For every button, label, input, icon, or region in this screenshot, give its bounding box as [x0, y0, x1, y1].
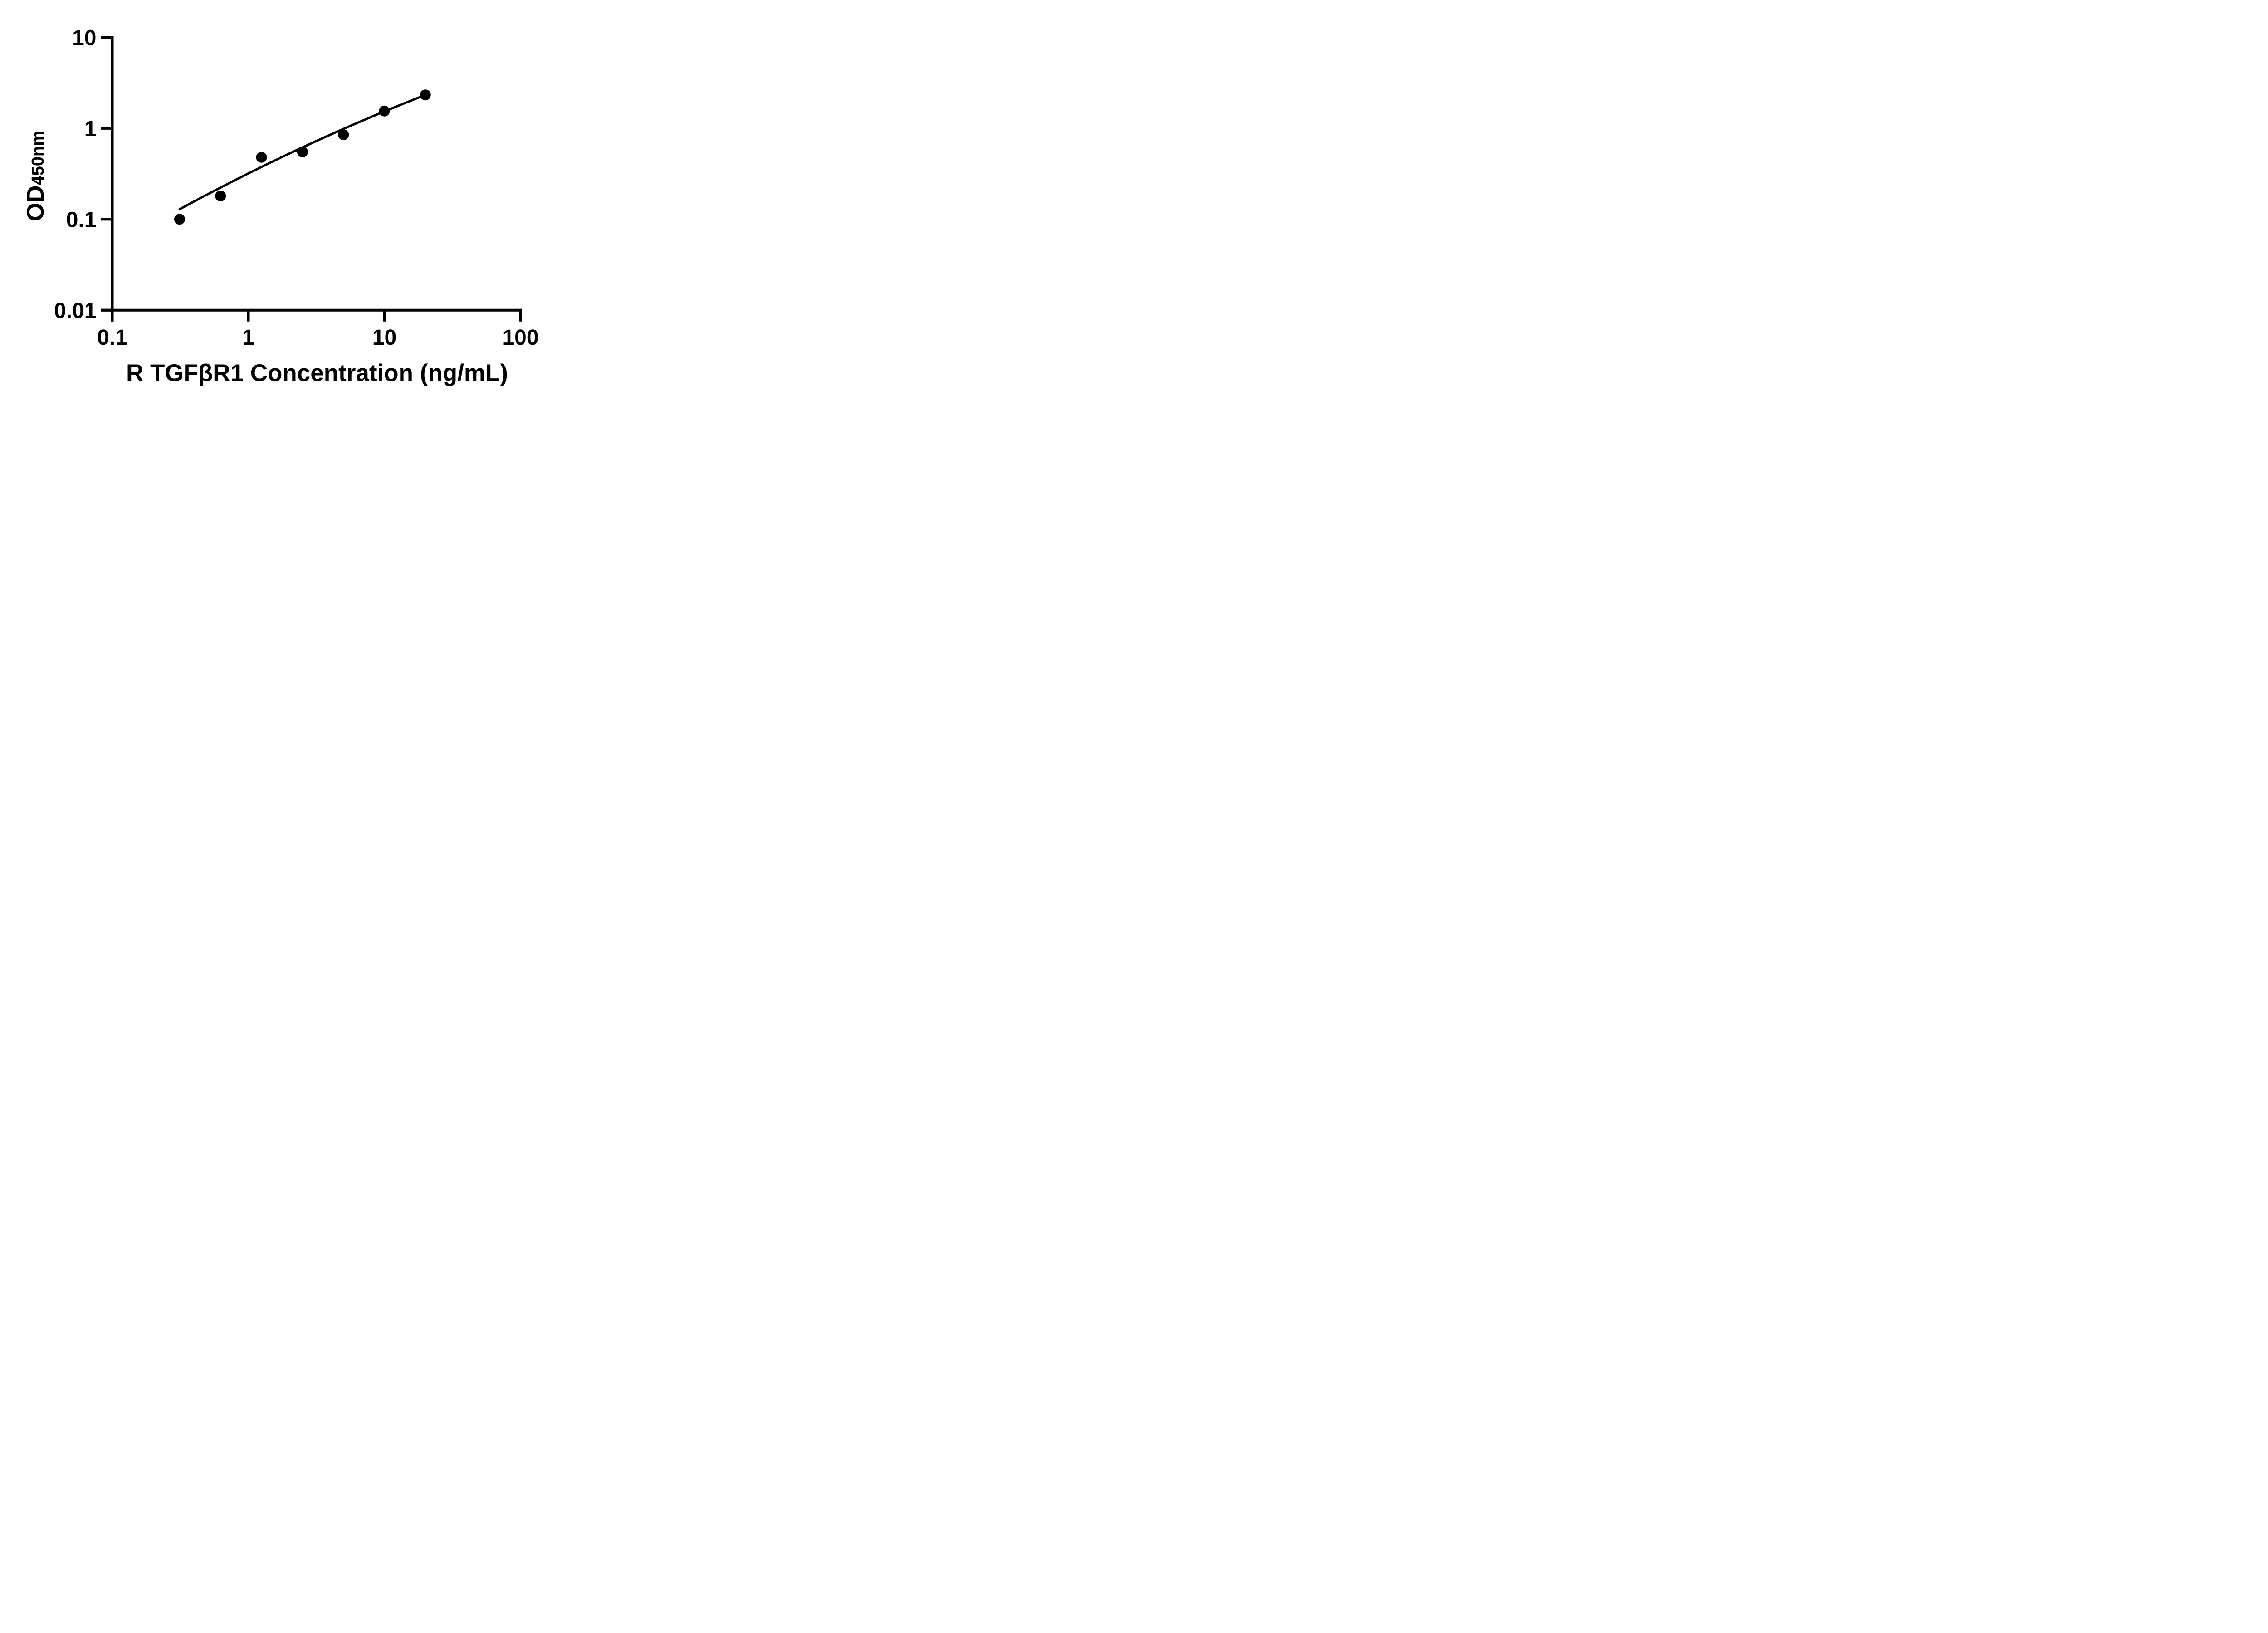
y-tick-label: 1 — [84, 117, 97, 141]
data-point — [297, 146, 308, 157]
data-point — [215, 191, 226, 202]
y-axis-title: OD450nm — [22, 131, 49, 221]
data-point — [174, 214, 185, 225]
data-point — [256, 152, 267, 163]
x-tick-label: 1 — [242, 326, 254, 350]
y-axis-title-sub: 450nm — [29, 131, 48, 185]
data-point — [420, 89, 431, 101]
elisa-standard-curve-figure: 10 1 0.1 0.01 0.1 1 10 100 R TGFβR1 Concentrati… — [0, 0, 583, 408]
x-axis-title: R TGFβR1 Concentration (ng/mL) — [126, 360, 508, 386]
data-point — [338, 129, 349, 141]
y-tick-label: 0.1 — [66, 208, 97, 232]
data-point — [379, 105, 390, 117]
x-tick-label: 10 — [372, 326, 396, 350]
x-tick-label: 100 — [502, 326, 538, 350]
y-axis-title-main: OD — [22, 185, 49, 221]
y-tick-label: 10 — [72, 26, 96, 50]
x-tick-label: 0.1 — [97, 326, 127, 350]
y-tick-label: 0.01 — [54, 299, 96, 323]
